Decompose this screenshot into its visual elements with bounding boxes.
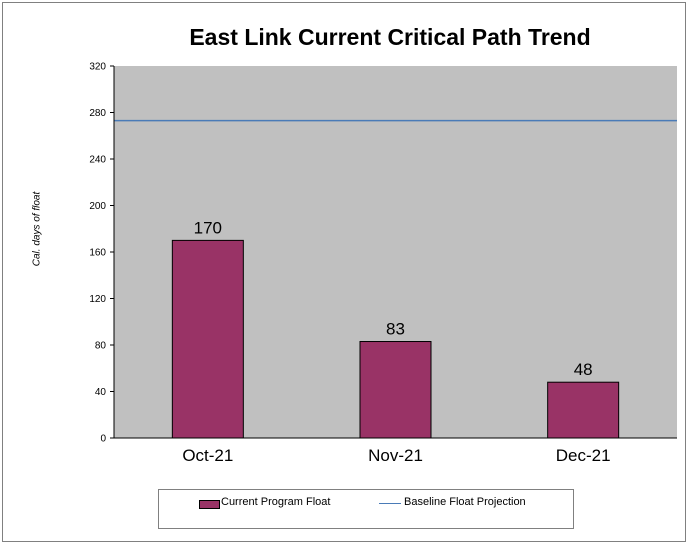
y-tick-label: 320 — [89, 62, 106, 73]
y-tick-label: 200 — [89, 201, 106, 212]
y-axis-ticks: 0 40 80 120 160 200 240 280 320 — [89, 62, 114, 445]
legend-line-baseline-float-projection — [379, 503, 401, 504]
bars: 170 83 48 — [171, 218, 620, 439]
data-label-oct-21: 170 — [194, 218, 222, 237]
legend-swatch-current-program-float — [199, 500, 220, 509]
legend: Current Program Float Baseline Float Pro… — [158, 489, 574, 529]
legend-label-baseline-float-projection: Baseline Float Projection — [404, 496, 526, 508]
x-tick-label: Oct-21 — [182, 446, 233, 465]
y-tick-label: 0 — [100, 434, 106, 445]
bar-dec-21 — [547, 381, 620, 439]
y-tick-label: 160 — [89, 248, 106, 259]
x-tick-label: Nov-21 — [368, 446, 423, 465]
bar-nov-21 — [359, 341, 432, 439]
legend-label-current-program-float: Current Program Float — [221, 496, 331, 508]
x-axis-ticks: Oct-21 Nov-21 Dec-21 — [182, 446, 610, 465]
y-tick-label: 80 — [95, 341, 107, 352]
y-tick-label: 240 — [89, 155, 106, 166]
y-tick-label: 120 — [89, 294, 106, 305]
y-tick-label: 280 — [89, 108, 106, 119]
bar-oct-21 — [171, 239, 244, 439]
chart-svg: 0 40 80 120 160 200 240 280 320 170 83 48 Oct-21 No… — [89, 62, 677, 465]
y-tick-label: 40 — [95, 387, 107, 398]
chart-title: East Link Current Critical Path Trend — [189, 24, 591, 50]
data-label-dec-21: 48 — [574, 360, 593, 379]
data-label-nov-21: 83 — [386, 320, 405, 339]
x-tick-label: Dec-21 — [556, 446, 611, 465]
